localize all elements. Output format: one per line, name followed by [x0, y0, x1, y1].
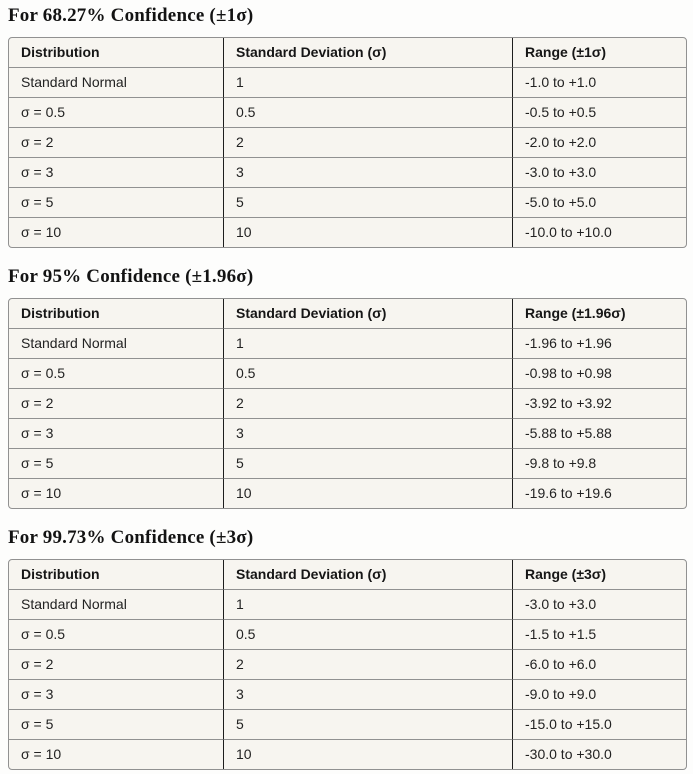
cell-range: -2.0 to +2.0 [512, 127, 686, 157]
cell-stddev: 1 [223, 328, 512, 358]
cell-distribution: σ = 0.5 [9, 619, 223, 649]
cell-range: -9.0 to +9.0 [512, 679, 686, 709]
confidence-table-68: Distribution Standard Deviation (σ) Rang… [8, 37, 687, 248]
table-row: σ = 3 3 -9.0 to +9.0 [9, 679, 686, 709]
section-title-68: For 68.27% Confidence (±1σ) [8, 5, 254, 26]
table-row: σ = 10 10 -10.0 to +10.0 [9, 217, 686, 247]
table-row: Standard Normal 1 -1.0 to +1.0 [9, 67, 686, 97]
cell-distribution: σ = 0.5 [9, 97, 223, 127]
cell-distribution: σ = 3 [9, 679, 223, 709]
cell-range: -15.0 to +15.0 [512, 709, 686, 739]
cell-distribution: σ = 10 [9, 217, 223, 247]
table-row: σ = 5 5 -9.8 to +9.8 [9, 448, 686, 478]
table-row: Standard Normal 1 -3.0 to +3.0 [9, 589, 686, 619]
cell-stddev: 0.5 [223, 619, 512, 649]
cell-stddev: 5 [223, 709, 512, 739]
section-title-95: For 95% Confidence (±1.96σ) [8, 266, 254, 287]
table-row: σ = 0.5 0.5 -1.5 to +1.5 [9, 619, 686, 649]
cell-distribution: σ = 2 [9, 388, 223, 418]
cell-distribution: σ = 5 [9, 709, 223, 739]
column-header-range: Range (±3σ) [512, 560, 686, 589]
section-title-9973: For 99.73% Confidence (±3σ) [8, 527, 254, 548]
column-header-range: Range (±1.96σ) [512, 299, 686, 328]
cell-range: -1.96 to +1.96 [512, 328, 686, 358]
confidence-table-95: Distribution Standard Deviation (σ) Rang… [8, 298, 687, 509]
cell-stddev: 3 [223, 418, 512, 448]
cell-range: -3.92 to +3.92 [512, 388, 686, 418]
cell-stddev: 3 [223, 157, 512, 187]
column-header-distribution: Distribution [21, 44, 100, 60]
cell-stddev: 5 [223, 448, 512, 478]
cell-distribution: σ = 3 [9, 157, 223, 187]
cell-range: -5.88 to +5.88 [512, 418, 686, 448]
cell-stddev: 3 [223, 679, 512, 709]
table-header-row: Distribution Standard Deviation (σ) Rang… [9, 38, 686, 67]
column-header-stddev: Standard Deviation (σ) [223, 560, 512, 589]
table-row: σ = 3 3 -5.88 to +5.88 [9, 418, 686, 448]
table-row: σ = 2 2 -2.0 to +2.0 [9, 127, 686, 157]
table-row: σ = 3 3 -3.0 to +3.0 [9, 157, 686, 187]
cell-distribution: σ = 0.5 [9, 358, 223, 388]
column-header-distribution: Distribution [21, 305, 100, 321]
cell-range: -1.5 to +1.5 [512, 619, 686, 649]
cell-distribution: σ = 10 [9, 739, 223, 769]
cell-range: -3.0 to +3.0 [512, 157, 686, 187]
table-row: σ = 2 2 -6.0 to +6.0 [9, 649, 686, 679]
cell-distribution: σ = 3 [9, 418, 223, 448]
table-row: Standard Normal 1 -1.96 to +1.96 [9, 328, 686, 358]
table-row: σ = 5 5 -5.0 to +5.0 [9, 187, 686, 217]
table-row: σ = 2 2 -3.92 to +3.92 [9, 388, 686, 418]
table-row: σ = 0.5 0.5 -0.98 to +0.98 [9, 358, 686, 388]
cell-range: -6.0 to +6.0 [512, 649, 686, 679]
cell-range: -0.98 to +0.98 [512, 358, 686, 388]
confidence-section-9973: For 99.73% Confidence (±3σ) Distribution… [8, 527, 687, 770]
cell-range: -0.5 to +0.5 [512, 97, 686, 127]
cell-stddev: 0.5 [223, 97, 512, 127]
cell-stddev: 1 [223, 589, 512, 619]
table-row: σ = 0.5 0.5 -0.5 to +0.5 [9, 97, 686, 127]
cell-stddev: 10 [223, 478, 512, 508]
confidence-table-9973: Distribution Standard Deviation (σ) Rang… [8, 559, 687, 770]
cell-stddev: 0.5 [223, 358, 512, 388]
cell-distribution: Standard Normal [9, 328, 223, 358]
table-row: σ = 10 10 -30.0 to +30.0 [9, 739, 686, 769]
table-header-row: Distribution Standard Deviation (σ) Rang… [9, 560, 686, 589]
column-header-range: Range (±1σ) [512, 38, 686, 67]
cell-range: -19.6 to +19.6 [512, 478, 686, 508]
cell-distribution: Standard Normal [9, 589, 223, 619]
cell-stddev: 1 [223, 67, 512, 97]
cell-distribution: σ = 2 [9, 649, 223, 679]
cell-range: -30.0 to +30.0 [512, 739, 686, 769]
cell-distribution: σ = 5 [9, 448, 223, 478]
cell-range: -10.0 to +10.0 [512, 217, 686, 247]
cell-stddev: 2 [223, 388, 512, 418]
table-header-row: Distribution Standard Deviation (σ) Rang… [9, 299, 686, 328]
cell-range: -5.0 to +5.0 [512, 187, 686, 217]
cell-stddev: 2 [223, 127, 512, 157]
confidence-section-95: For 95% Confidence (±1.96σ) Distribution… [8, 266, 687, 509]
table-row: σ = 10 10 -19.6 to +19.6 [9, 478, 686, 508]
cell-distribution: σ = 5 [9, 187, 223, 217]
cell-range: -3.0 to +3.0 [512, 589, 686, 619]
cell-distribution: Standard Normal [9, 67, 223, 97]
cell-distribution: σ = 2 [9, 127, 223, 157]
cell-stddev: 10 [223, 739, 512, 769]
cell-stddev: 10 [223, 217, 512, 247]
table-row: σ = 5 5 -15.0 to +15.0 [9, 709, 686, 739]
column-header-stddev: Standard Deviation (σ) [223, 299, 512, 328]
cell-stddev: 5 [223, 187, 512, 217]
cell-range: -9.8 to +9.8 [512, 448, 686, 478]
cell-distribution: σ = 10 [9, 478, 223, 508]
cell-stddev: 2 [223, 649, 512, 679]
confidence-section-68: For 68.27% Confidence (±1σ) Distribution… [8, 5, 687, 248]
column-header-stddev: Standard Deviation (σ) [223, 38, 512, 67]
column-header-distribution: Distribution [21, 566, 100, 582]
cell-range: -1.0 to +1.0 [512, 67, 686, 97]
